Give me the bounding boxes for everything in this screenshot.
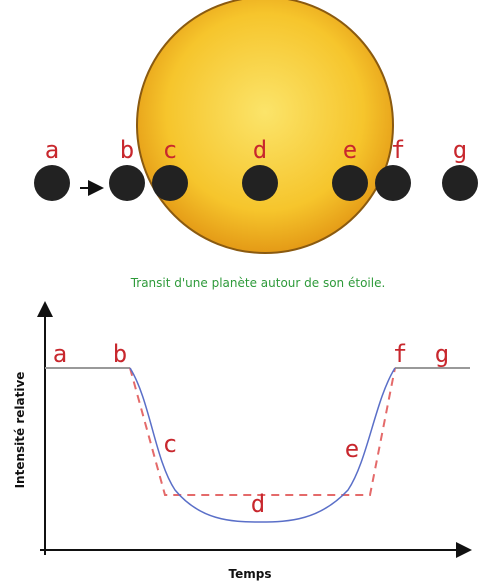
point-label: d: [251, 490, 265, 518]
planet: [442, 165, 478, 201]
planet-label: f: [391, 136, 405, 164]
point-label: b: [113, 340, 127, 368]
planet: [332, 165, 368, 201]
point-label: a: [53, 340, 67, 368]
y-axis-label: Intensité relative: [13, 372, 27, 489]
graph: a b c d e f g Temps Intensité relative: [13, 301, 472, 581]
planet-label: e: [343, 136, 357, 164]
planet: [34, 165, 70, 201]
planet-label: d: [253, 136, 267, 164]
caption: Transit d'une planète autour de son étoi…: [130, 276, 386, 290]
planet-label: a: [45, 136, 59, 164]
planet: [242, 165, 278, 201]
point-label: g: [435, 340, 449, 368]
planet-label: b: [120, 136, 134, 164]
planet-label: c: [163, 136, 177, 164]
planet: [109, 165, 145, 201]
planet: [152, 165, 188, 201]
planets: [34, 165, 478, 201]
point-label: c: [163, 430, 177, 458]
point-label: e: [345, 435, 359, 463]
x-axis-label: Temps: [229, 567, 272, 581]
planet-label: g: [453, 136, 467, 164]
point-label: f: [393, 340, 407, 368]
light-curve: [129, 367, 396, 523]
planet: [375, 165, 411, 201]
star: [136, 0, 394, 254]
